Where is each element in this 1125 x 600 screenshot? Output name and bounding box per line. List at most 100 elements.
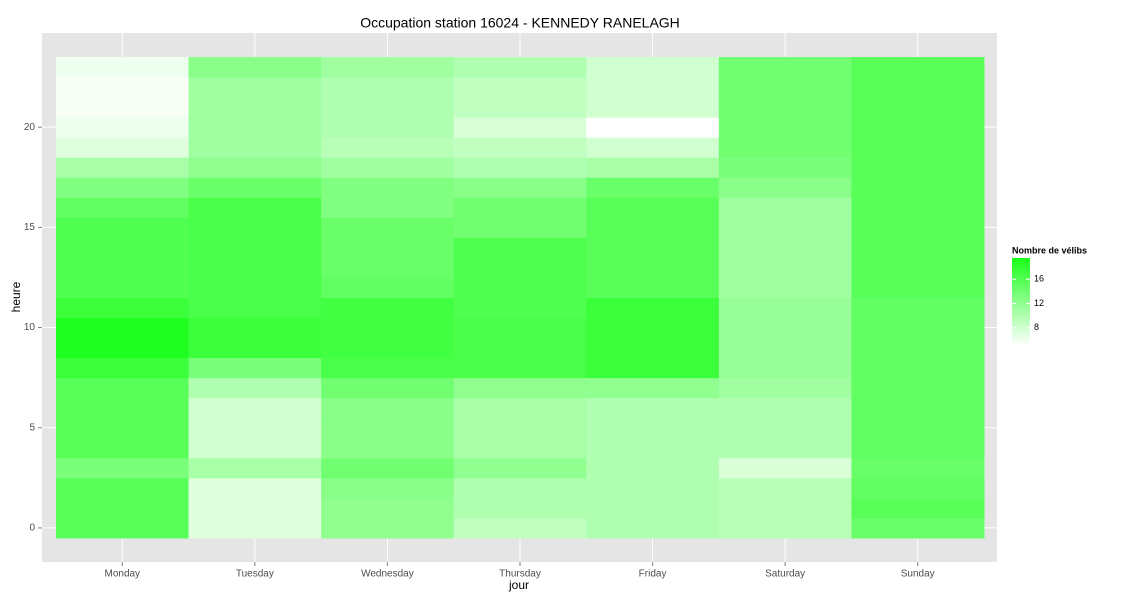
tile <box>321 457 455 479</box>
tile <box>718 77 852 98</box>
tile <box>718 457 852 479</box>
tile <box>321 417 455 439</box>
tile <box>453 337 587 359</box>
tile <box>321 177 455 198</box>
y-tick-label: 0 <box>29 523 35 534</box>
tile <box>188 177 322 198</box>
tile <box>321 157 455 178</box>
tile <box>718 297 852 319</box>
tile <box>188 277 322 298</box>
tile <box>188 417 322 439</box>
tile <box>586 237 720 258</box>
tile <box>718 477 852 499</box>
tile <box>586 397 720 419</box>
tile <box>188 117 322 138</box>
tile <box>718 437 852 459</box>
tile <box>586 97 720 118</box>
tile <box>586 217 720 238</box>
tile <box>453 257 587 278</box>
legend-tick-label: 16 <box>1034 274 1044 284</box>
tile <box>718 97 852 118</box>
x-tick-label: Thursday <box>499 569 541 580</box>
tile <box>321 317 455 339</box>
tile <box>851 197 985 218</box>
x-tick-label: Wednesday <box>361 569 414 580</box>
tile <box>188 297 322 319</box>
tile <box>586 417 720 439</box>
tile <box>188 517 322 539</box>
tile <box>718 417 852 439</box>
tile <box>188 497 322 519</box>
x-axis-label: jour <box>508 578 529 592</box>
tile <box>188 77 322 98</box>
tile <box>453 437 587 459</box>
tile <box>188 377 322 399</box>
x-tick-label: Saturday <box>765 569 805 580</box>
colorbar <box>1012 258 1030 346</box>
tile <box>718 137 852 158</box>
tile <box>56 357 190 379</box>
tile <box>453 97 587 118</box>
tile <box>453 177 587 198</box>
tile <box>321 297 455 319</box>
tile <box>321 237 455 258</box>
tile <box>851 97 985 118</box>
tile <box>321 117 455 138</box>
tile <box>321 477 455 499</box>
tile <box>718 337 852 359</box>
tile <box>188 197 322 218</box>
tile <box>453 377 587 399</box>
tile <box>851 157 985 178</box>
tile <box>188 97 322 118</box>
tile <box>453 117 587 138</box>
tile <box>586 157 720 178</box>
tile <box>188 217 322 238</box>
tile <box>453 457 587 479</box>
tile <box>321 277 455 298</box>
tile <box>586 377 720 399</box>
tile <box>56 277 190 298</box>
tile <box>188 437 322 459</box>
tile <box>453 137 587 158</box>
tile <box>56 457 190 479</box>
tile <box>586 497 720 519</box>
tile <box>453 77 587 98</box>
tile <box>56 97 190 118</box>
tile <box>56 257 190 278</box>
tile <box>586 297 720 319</box>
tile <box>56 237 190 258</box>
tile <box>188 137 322 158</box>
tile <box>718 357 852 379</box>
tile <box>718 397 852 419</box>
tile <box>56 137 190 158</box>
tile <box>453 157 587 178</box>
tile <box>851 217 985 238</box>
tile <box>718 497 852 519</box>
x-tick-label: Friday <box>639 569 667 580</box>
tile <box>586 317 720 339</box>
tile <box>586 137 720 158</box>
tile <box>586 277 720 298</box>
y-axis-label: heure <box>9 281 23 312</box>
tile <box>56 117 190 138</box>
tile <box>321 397 455 419</box>
y-tick-label: 20 <box>24 122 36 133</box>
tile <box>586 517 720 539</box>
tile <box>851 117 985 138</box>
tile <box>851 497 985 519</box>
tile <box>188 477 322 499</box>
tile <box>718 317 852 339</box>
tile <box>586 437 720 459</box>
tile <box>56 77 190 98</box>
tile <box>453 237 587 258</box>
tile <box>851 137 985 158</box>
y-tick-label: 10 <box>24 322 36 333</box>
tile <box>453 397 587 419</box>
tile <box>586 257 720 278</box>
tile <box>851 317 985 339</box>
tile <box>851 477 985 499</box>
tile <box>56 297 190 319</box>
tile <box>453 417 587 439</box>
tile <box>188 317 322 339</box>
